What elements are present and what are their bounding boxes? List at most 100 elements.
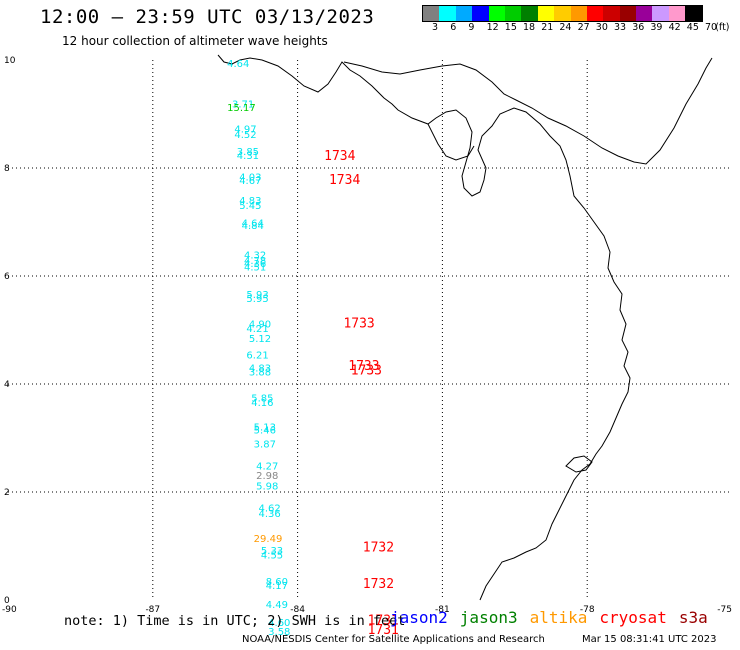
color-scale-swatch [603,6,620,21]
legend-item-jason2: jason2 [390,608,448,627]
color-scale-swatch [619,6,637,21]
wave-height-label: 4.49 [266,600,288,611]
color-scale-swatch [570,6,587,21]
footer-timestamp: Mar 15 08:31:41 UTC 2023 [582,634,717,645]
wave-height-label: 3.58 [268,627,290,638]
page-subtitle: 12 hour collection of altimeter wave hei… [62,34,328,48]
pass-number-label: 1733 [351,363,382,378]
y-tick-label: 2 [4,488,10,498]
color-scale-label: 30 [595,22,608,33]
x-tick-label: -78 [580,605,595,615]
wave-height-label: 4.21 [246,324,268,335]
wave-height-label: 4.51 [244,263,266,274]
pass-number-label: 1733 [348,359,379,374]
color-scale-swatch [423,6,440,21]
wave-height-label: 5.98 [256,481,278,492]
pass-number-label: 1734 [329,173,360,188]
satellite-legend: jason2 jason3 altika cryosat s3a [390,608,720,627]
color-scale-label: 45 [686,22,699,33]
wave-height-label: 4.64 [242,218,264,229]
color-scale-label: 21 [541,22,554,33]
wave-height-label: 4.62 [259,503,281,514]
color-scale-label: 15 [504,22,517,33]
y-tick-label: 0 [4,596,10,606]
x-tick-label: -75 [717,605,732,615]
wave-height-label: 6.21 [246,351,268,362]
color-scale-swatch [488,6,505,21]
wave-height-label: 4.32 [244,251,266,262]
wave-height-label: 4.90 [249,319,271,330]
color-scale-swatch [537,6,555,21]
color-scale-label: 70 [705,22,718,33]
y-tick-label: 8 [4,164,10,174]
pass-number-label: 1733 [343,316,374,331]
color-scale-label: 18 [523,22,536,33]
wave-height-label: 4.84 [242,221,264,232]
wave-height-label: 4.36 [244,259,266,270]
wave-height-label: 5.13 [254,422,276,433]
legend-item-altika: altika [529,608,588,627]
legend-item-cryosat: cryosat [599,608,667,627]
color-scale-swatch [586,6,604,21]
color-scale-swatch [504,6,522,21]
color-scale-label: 27 [577,22,590,33]
legend-item-jason3: jason3 [459,608,518,627]
color-scale-bar [422,5,703,22]
wave-height-label: 5.95 [246,294,268,305]
wave-height-label: 3.87 [254,440,276,451]
color-scale-swatch [439,6,456,21]
page-title: 12:00 – 23:59 UTC 03/13/2023 [40,6,375,28]
wave-height-label: 4.67 [239,176,261,187]
pass-number-label: 1732 [363,577,394,592]
wave-height-label: 4.31 [237,151,259,162]
wave-height-label: 4.17 [266,581,288,592]
wave-height-label: 4.52 [234,130,256,141]
y-tick-label: 10 [4,56,16,66]
wave-height-label: 4.36 [259,509,281,520]
color-scale-label: 36 [632,22,645,33]
x-tick-label: -81 [435,605,450,615]
color-scale-swatch [455,6,473,21]
wave-height-label: 29.49 [254,534,283,545]
wave-height-label: 4.27 [256,461,278,472]
coastline-gulf-inlet [427,123,475,161]
color-scale-label: 39 [650,22,663,33]
color-scale-label: 42 [668,22,681,33]
y-axis: 10 8 6 4 2 0 [4,56,16,606]
wave-height-label: 4.97 [234,124,256,135]
wave-height-label: 4.64 [227,59,249,70]
x-tick-label: -87 [145,605,160,615]
wave-height-label: 4.83 [239,196,261,207]
wave-height-label: 4.55 [261,550,283,561]
wave-height-label: 4.83 [249,364,271,375]
color-scale-swatch [554,6,571,21]
color-scale-label: (ft) [715,22,730,33]
y-tick-label: 4 [4,380,10,390]
wave-height-label: 8.60 [266,577,288,588]
wave-height-label: 4.03 [239,172,261,183]
coastline [217,54,713,601]
color-scale-swatch [636,6,653,21]
wave-height-label: 4.60 [268,618,290,629]
wave-height-label: 5.45 [239,201,261,212]
footer-note: note: 1) Time is in UTC; 2) SWH is in fe… [64,613,406,629]
x-tick-label: -84 [290,605,305,615]
wave-height-label: 3.85 [237,147,259,158]
y-tick-label: 6 [4,272,10,282]
wave-height-label: 4.78 [244,256,266,267]
wave-height-label: 2.98 [256,471,278,482]
wave-height-label: 5.85 [251,393,273,404]
pass-number-label: 1731 [368,613,399,628]
coastline-caribbean [343,57,713,165]
wave-height-label: 3.88 [249,367,271,378]
color-scale-label: 12 [486,22,499,33]
wave-height-label: 5.46 [254,426,276,437]
color-scale-swatch [668,6,686,21]
legend-item-s3a: s3a [678,608,708,627]
color-scale-swatch [521,6,538,21]
wave-height-label: 15.17 [227,103,256,114]
color-scale-label: 3 [432,22,439,33]
